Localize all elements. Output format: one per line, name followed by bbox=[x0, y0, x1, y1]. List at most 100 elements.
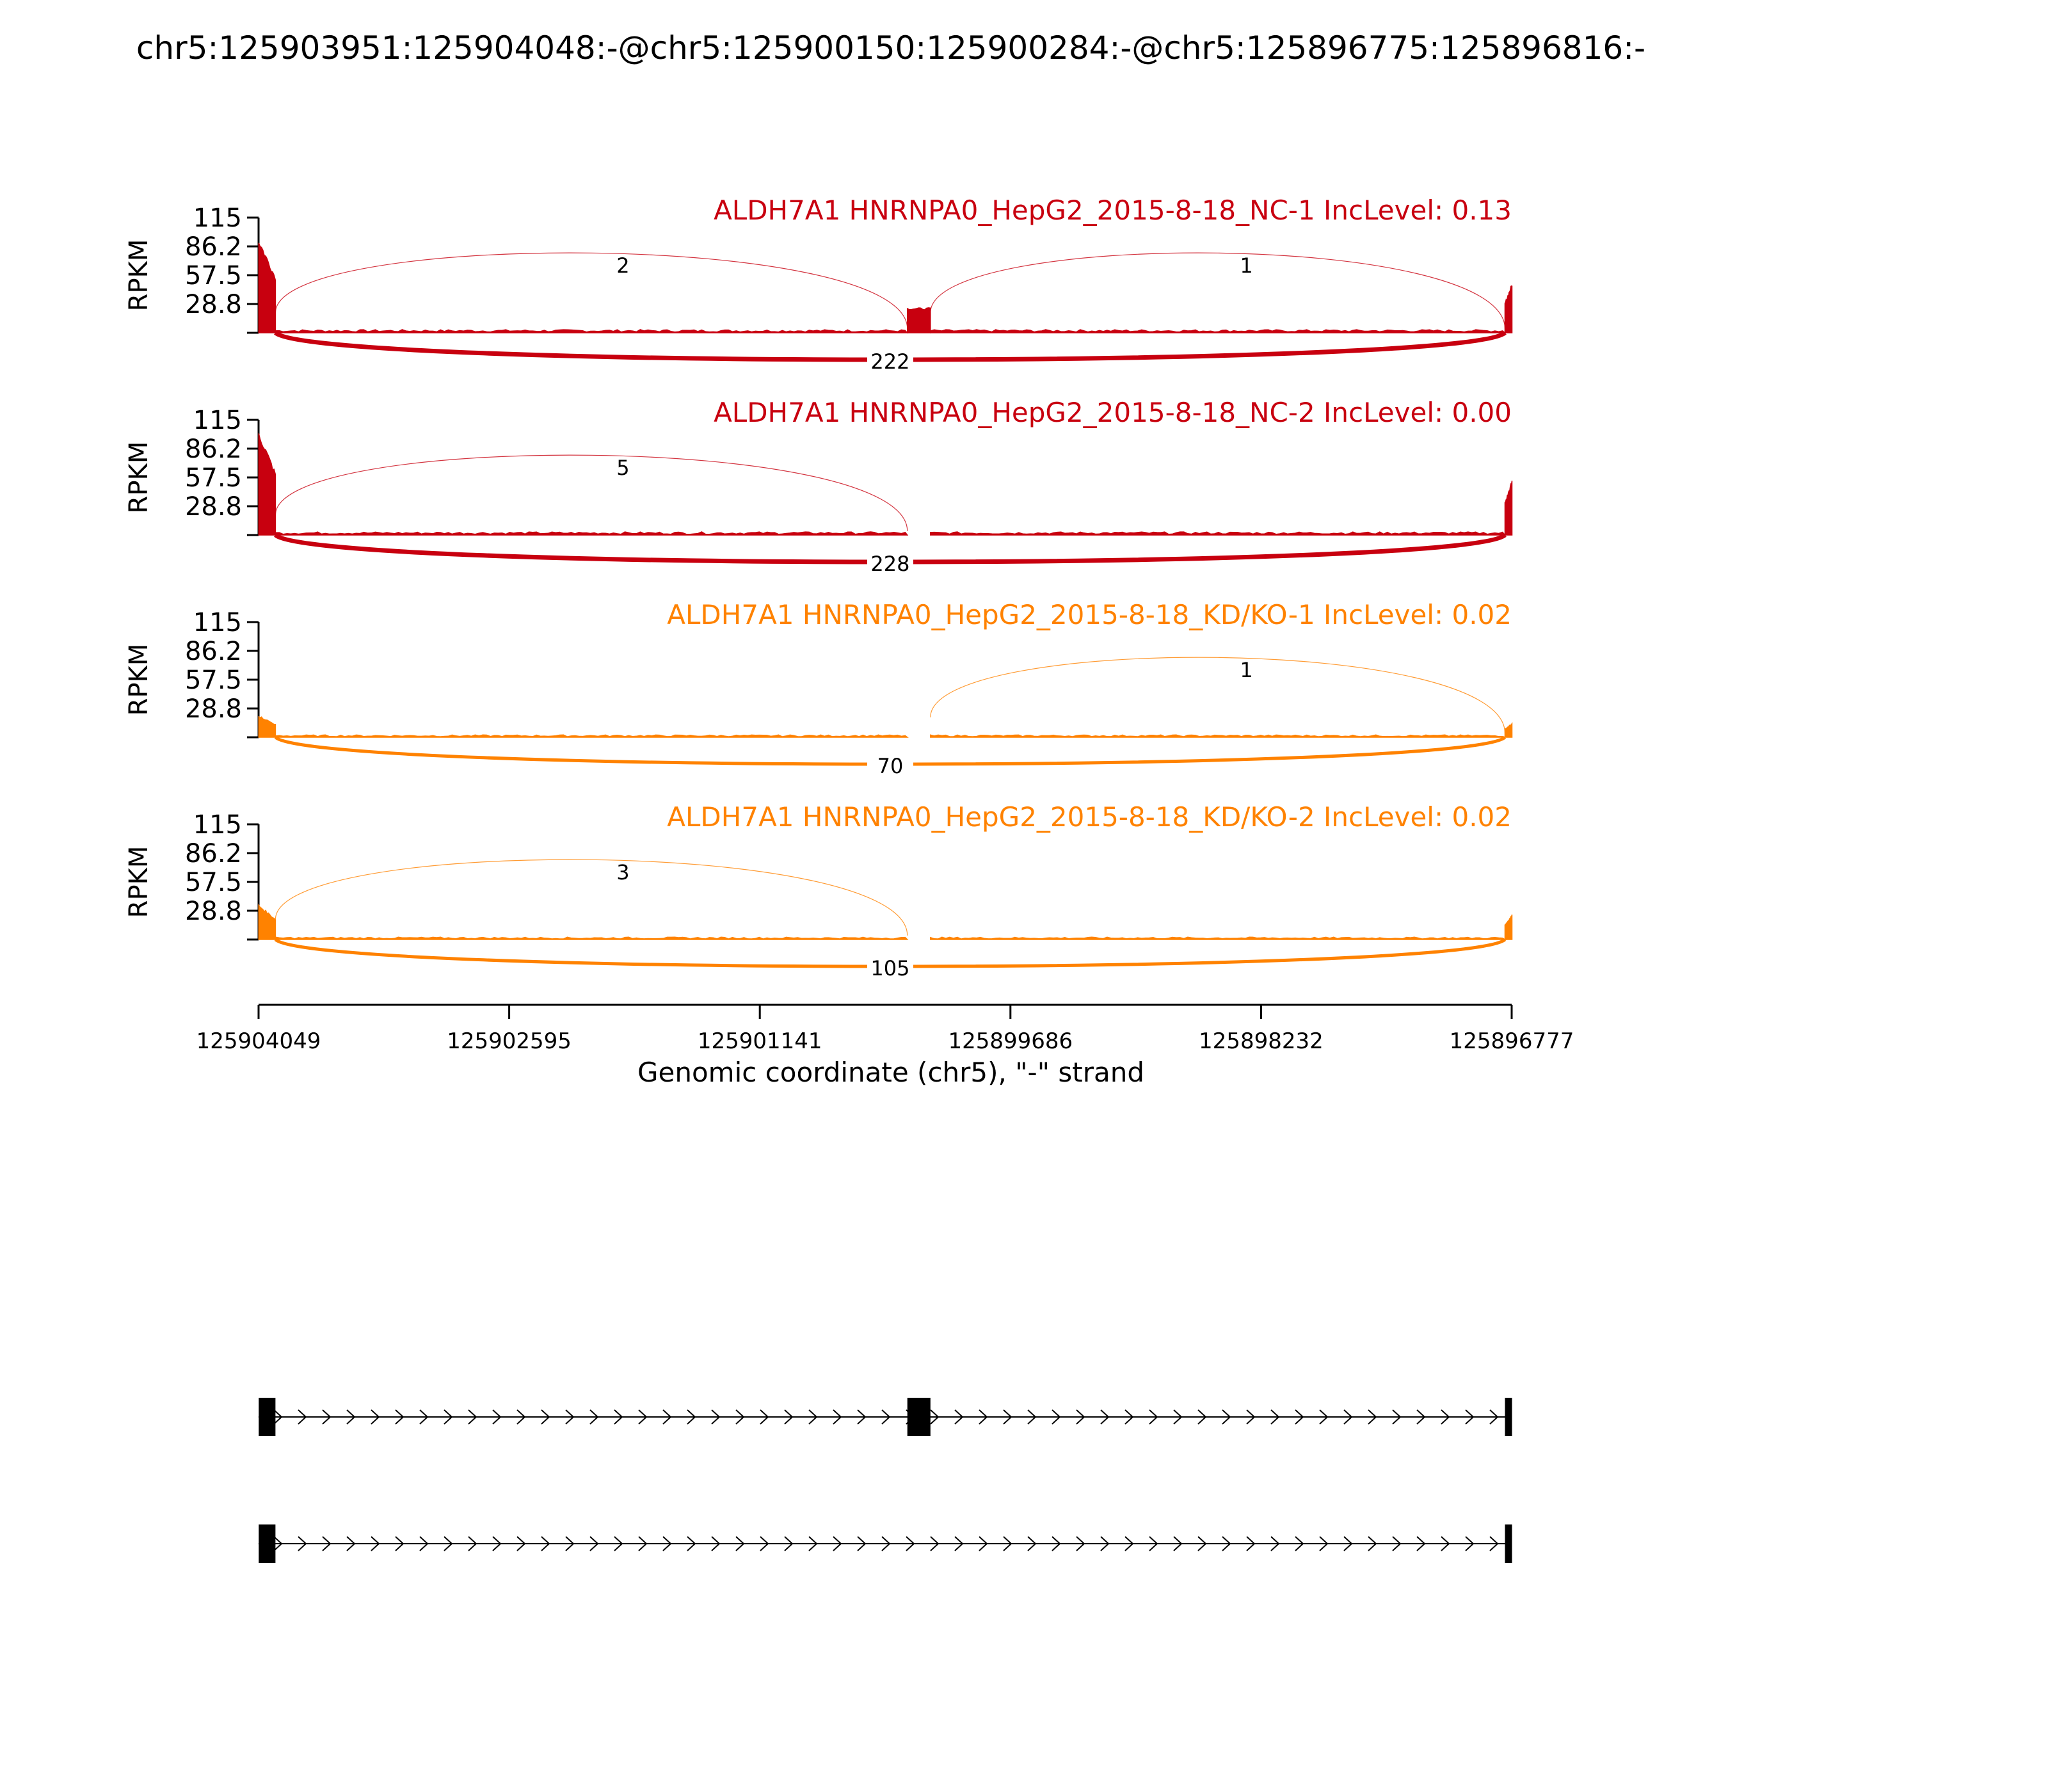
strand-chevron bbox=[1489, 1409, 1499, 1425]
strand-chevron bbox=[1124, 1409, 1134, 1425]
strand-chevron bbox=[346, 1409, 356, 1425]
x-tick-label: 125901141 bbox=[698, 1028, 822, 1054]
strand-chevron bbox=[1197, 1536, 1207, 1551]
y-tick-label: 115 bbox=[193, 608, 242, 637]
junction-count-label: 105 bbox=[870, 956, 909, 980]
junction-count-label: 228 bbox=[870, 552, 909, 576]
y-tick-label: 28.8 bbox=[185, 694, 242, 724]
strand-chevron bbox=[1416, 1536, 1426, 1551]
strand-chevron bbox=[1173, 1409, 1183, 1425]
strand-chevron bbox=[1295, 1536, 1304, 1551]
strand-chevron bbox=[638, 1536, 648, 1551]
y-tick-label: 115 bbox=[193, 204, 242, 233]
strand-chevron bbox=[833, 1536, 842, 1551]
junction-arc bbox=[275, 252, 908, 329]
strand-chevron bbox=[979, 1409, 988, 1425]
strand-chevron bbox=[419, 1536, 429, 1551]
strand-chevron bbox=[954, 1409, 964, 1425]
strand-chevron bbox=[833, 1409, 842, 1425]
junction-arc bbox=[930, 657, 1506, 733]
y-axis-label: RPKM bbox=[124, 442, 154, 514]
strand-chevron bbox=[1222, 1409, 1231, 1425]
strand-chevron bbox=[1319, 1536, 1329, 1551]
strand-chevron bbox=[589, 1409, 599, 1425]
strand-chevron bbox=[322, 1536, 332, 1551]
intron-coverage bbox=[275, 329, 909, 333]
strand-chevron bbox=[492, 1409, 502, 1425]
strand-chevron bbox=[273, 1536, 283, 1551]
strand-chevron bbox=[1222, 1536, 1231, 1551]
junction-arc bbox=[275, 859, 908, 936]
strand-chevron bbox=[541, 1409, 550, 1425]
strand-chevron bbox=[954, 1536, 964, 1551]
strand-chevron bbox=[1100, 1409, 1110, 1425]
exon-coverage bbox=[1504, 722, 1513, 738]
y-tick-label: 57.5 bbox=[185, 463, 242, 493]
y-tick-label: 86.2 bbox=[185, 637, 242, 666]
exon-coverage bbox=[258, 433, 276, 536]
strand-chevron bbox=[1173, 1536, 1183, 1551]
x-tick-label: 125899686 bbox=[948, 1028, 1073, 1054]
strand-chevron bbox=[371, 1409, 380, 1425]
strand-chevron bbox=[1124, 1536, 1134, 1551]
strand-chevron bbox=[1416, 1409, 1426, 1425]
strand-chevron bbox=[687, 1409, 696, 1425]
intron-coverage bbox=[275, 936, 909, 940]
strand-chevron bbox=[735, 1536, 745, 1551]
y-axis-label: RPKM bbox=[124, 239, 154, 312]
strand-chevron bbox=[346, 1536, 356, 1551]
strand-chevron bbox=[614, 1536, 623, 1551]
strand-chevron bbox=[662, 1409, 672, 1425]
junction-count-bg bbox=[1223, 256, 1270, 276]
strand-chevron bbox=[444, 1536, 453, 1551]
strand-chevron bbox=[589, 1536, 599, 1551]
junction-count-label: 70 bbox=[877, 754, 904, 778]
y-axis-label: RPKM bbox=[124, 644, 154, 716]
strand-chevron bbox=[638, 1409, 648, 1425]
strand-chevron bbox=[322, 1409, 332, 1425]
track-label: ALDH7A1 HNRNPA0_HepG2_2015-8-18_NC-2 Inc… bbox=[714, 397, 1512, 428]
strand-chevron bbox=[1319, 1409, 1329, 1425]
x-tick-label: 125898232 bbox=[1199, 1028, 1324, 1054]
isoform-exon bbox=[1505, 1524, 1512, 1563]
exon-coverage bbox=[1504, 285, 1513, 333]
strand-chevron bbox=[1246, 1409, 1256, 1425]
strand-chevron bbox=[1441, 1409, 1450, 1425]
strand-chevron bbox=[979, 1536, 988, 1551]
strand-chevron bbox=[735, 1409, 745, 1425]
strand-chevron bbox=[565, 1536, 575, 1551]
strand-chevron bbox=[468, 1409, 477, 1425]
track-label: ALDH7A1 HNRNPA0_HepG2_2015-8-18_KD/KO-2 … bbox=[667, 801, 1512, 833]
strand-chevron bbox=[808, 1536, 818, 1551]
junction-count-bg bbox=[867, 554, 913, 575]
strand-chevron bbox=[1441, 1536, 1450, 1551]
strand-chevron bbox=[857, 1536, 867, 1551]
strand-chevron bbox=[784, 1536, 794, 1551]
strand-chevron bbox=[1027, 1536, 1037, 1551]
strand-chevron bbox=[1246, 1536, 1256, 1551]
strand-chevron bbox=[1343, 1409, 1353, 1425]
track-label: ALDH7A1 HNRNPA0_HepG2_2015-8-18_NC-1 Inc… bbox=[714, 195, 1512, 226]
isoform-structures bbox=[259, 1398, 1512, 1563]
strand-chevron bbox=[565, 1409, 575, 1425]
junction-count-bg bbox=[867, 352, 913, 372]
strand-chevron bbox=[273, 1409, 283, 1425]
strand-chevron bbox=[711, 1536, 721, 1551]
strand-chevron bbox=[1052, 1536, 1061, 1551]
exon-coverage bbox=[258, 903, 276, 940]
strand-chevron bbox=[444, 1409, 453, 1425]
strand-chevron bbox=[1368, 1536, 1377, 1551]
strand-chevron bbox=[395, 1536, 404, 1551]
exon-coverage bbox=[1504, 480, 1513, 536]
x-tick-label: 125902595 bbox=[447, 1028, 572, 1054]
junction-count-label: 5 bbox=[616, 456, 629, 480]
strand-chevron bbox=[1489, 1536, 1499, 1551]
strand-chevron bbox=[1076, 1536, 1085, 1551]
junction-count-label: 222 bbox=[870, 349, 909, 374]
strand-chevron bbox=[1295, 1409, 1304, 1425]
y-axis-label: RPKM bbox=[124, 846, 154, 918]
track-label: ALDH7A1 HNRNPA0_HepG2_2015-8-18_KD/KO-1 … bbox=[667, 599, 1512, 630]
junction-count-bg bbox=[600, 458, 646, 479]
